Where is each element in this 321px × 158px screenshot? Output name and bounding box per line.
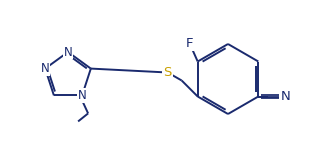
Text: N: N — [41, 62, 49, 75]
Text: N: N — [78, 89, 86, 102]
Text: N: N — [64, 46, 72, 58]
Text: S: S — [163, 66, 172, 79]
Text: N: N — [281, 90, 290, 103]
Text: F: F — [186, 37, 194, 50]
